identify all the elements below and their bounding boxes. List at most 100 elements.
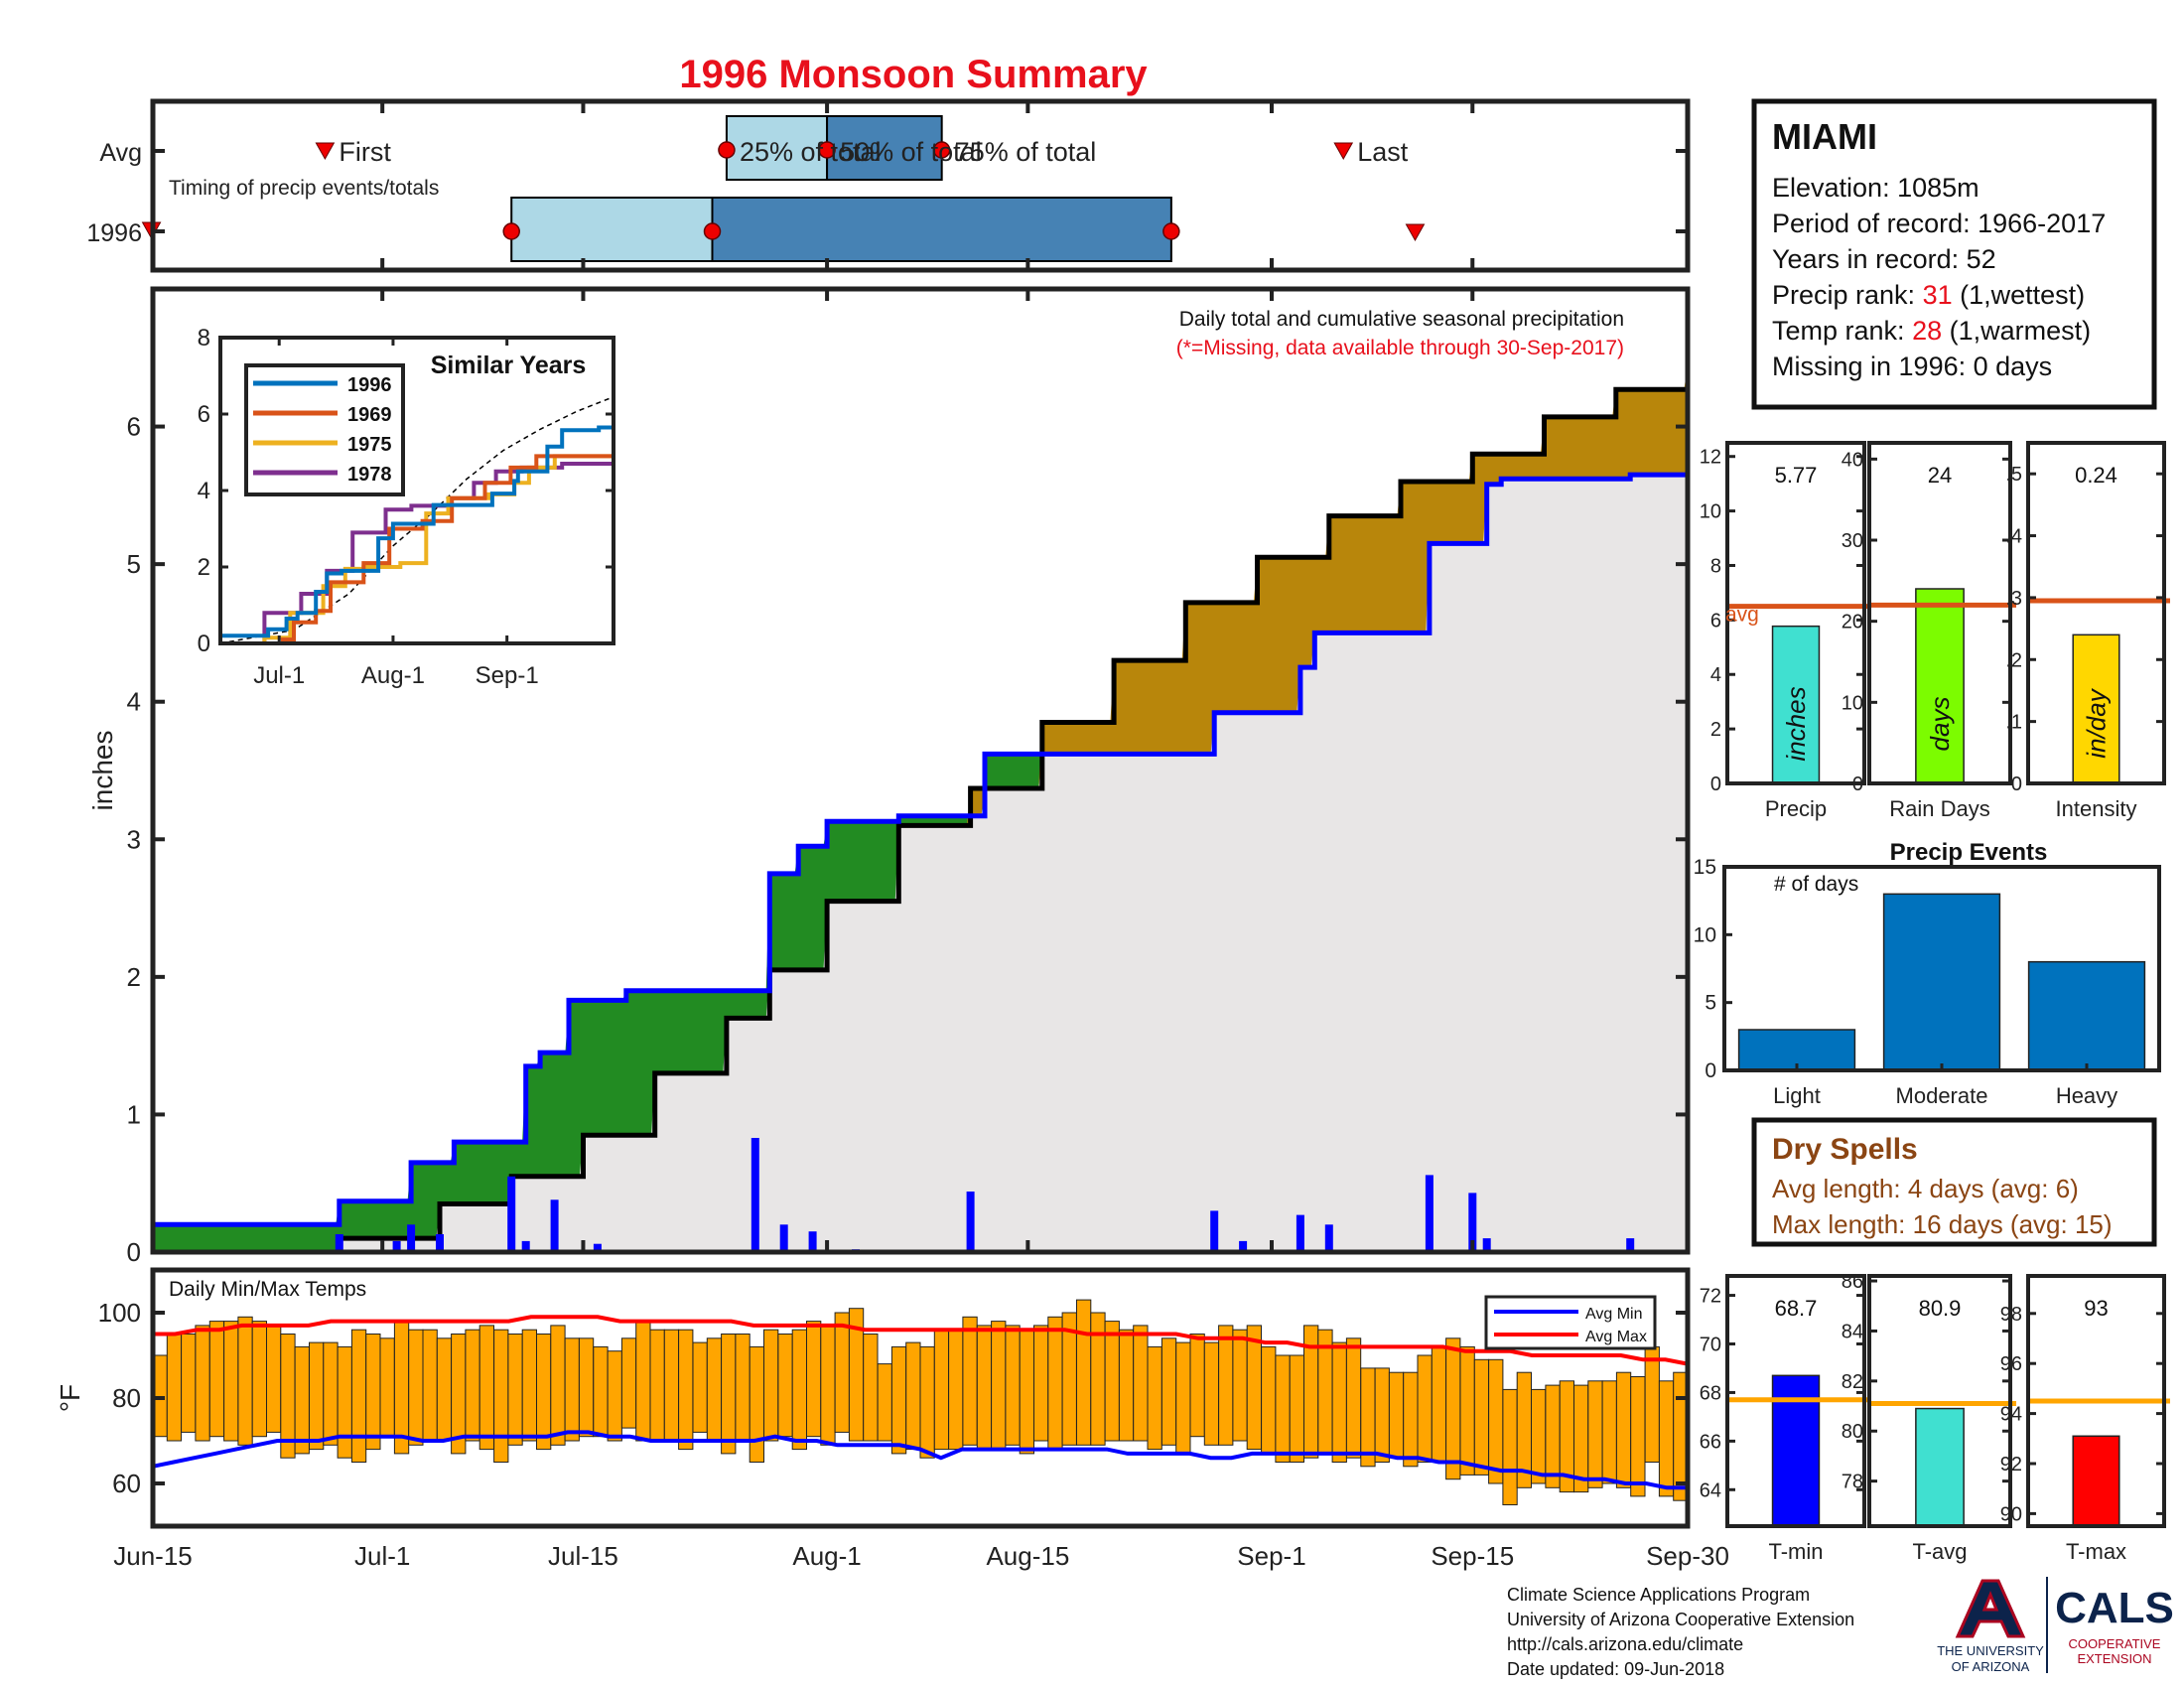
temp-range-bar	[536, 1334, 552, 1451]
timing-row-avg: Avg	[99, 139, 142, 167]
panel-y-tick-label: 82	[1842, 1371, 1863, 1393]
panel-category-label: Intensity	[2056, 796, 2137, 821]
temp-range-bar	[1261, 1345, 1277, 1455]
panel-y-tick-label: 2	[1710, 719, 1721, 741]
temp-range-bar	[649, 1329, 665, 1442]
x-tick-label: Aug-15	[986, 1541, 1069, 1571]
panel-t-min: 64 66 68 70 72 68.7 T-min	[1700, 1274, 1870, 1564]
avg-last-marker	[1333, 142, 1354, 161]
temp-range-bar	[1473, 1358, 1490, 1476]
temp-range-bar	[863, 1334, 879, 1442]
main-y-tick-label: 5	[127, 549, 141, 579]
temp-y-tick-label: 80	[112, 1383, 141, 1413]
panel-value-label: 93	[2084, 1296, 2108, 1321]
timing-first-label: First	[339, 137, 391, 167]
footer-line-3: http://cals.arizona.edu/climate	[1507, 1634, 1743, 1654]
daily-precip-bar	[392, 1240, 401, 1252]
arizona-a-logo-icon	[1955, 1579, 2026, 1638]
temp-range-bar	[1488, 1358, 1504, 1484]
temp-range-bar	[478, 1325, 495, 1451]
temp-range-bar	[350, 1329, 367, 1463]
temp-range-bar	[422, 1329, 438, 1442]
figure-title: 1996 Monsoon Summary	[679, 53, 1148, 96]
temp-range-bar	[1189, 1334, 1205, 1438]
panel-y-tick-label: 78	[1842, 1472, 1863, 1493]
panel-value-bar	[2072, 633, 2120, 784]
dry-spells-frame	[1751, 1117, 2157, 1247]
panel-bar-unit: in/day	[2082, 687, 2112, 758]
temp-range-bar	[1104, 1321, 1120, 1442]
x-tick-label: Jun-15	[113, 1541, 193, 1571]
panel-precip-total: inches 0 2 4 6 8 10 12 5.77 Precip avg	[1700, 441, 1870, 821]
temp-range-bar	[181, 1334, 197, 1433]
event-category-label: Moderate	[1896, 1083, 1988, 1108]
temp-range-bar	[1133, 1325, 1149, 1442]
temp-range-bar	[493, 1329, 509, 1463]
temp-range-bar	[1630, 1376, 1646, 1497]
temp-rank-label: Temp rank:	[1772, 316, 1912, 346]
timing-frame	[150, 98, 1691, 273]
inset-series-1996	[220, 425, 614, 638]
legend-label-1969: 1969	[347, 404, 392, 426]
main-precip-chart: 0 1 2 3 4 5 6 inches Daily total and cumulativ…	[87, 101, 1691, 1526]
inset-y-tick-label: 2	[198, 554, 210, 581]
temp-range-bar	[948, 1329, 964, 1451]
cals-wordmark: CALS	[2055, 1584, 2174, 1632]
temp-range-bar	[337, 1345, 352, 1459]
x-tick-label: Sep-1	[1237, 1541, 1305, 1571]
avg-p50-marker	[818, 141, 836, 159]
daily-precip-bar	[436, 1234, 444, 1252]
temp-range-bar	[251, 1321, 267, 1438]
temp-range-bar	[1459, 1345, 1475, 1476]
temp-range-bar	[521, 1329, 538, 1442]
x-tick-label: Jul-15	[548, 1541, 618, 1571]
shared-x-axis-labels: Jun-15 Jul-1 Jul-15 Aug-1 Aug-15 Sep-1 Sep-15 S…	[113, 1541, 1729, 1571]
daily-precip-bar	[335, 1234, 343, 1252]
station-period: Period of record: 1966-2017	[1772, 209, 2106, 238]
temp-range-bar	[507, 1334, 523, 1446]
temp-range-bar	[393, 1321, 410, 1455]
panel-y-tick-label: 96	[2000, 1353, 2022, 1375]
temp-range-bar	[266, 1325, 282, 1433]
timing-p50-label: 50% of total	[840, 137, 982, 167]
timing-p25-label: 25% of total	[740, 137, 882, 167]
temp-range-bar	[1502, 1388, 1518, 1506]
ua-name-line-1: THE UNIVERSITY	[1937, 1643, 2044, 1658]
panel-frame	[2026, 441, 2166, 785]
panel-y-tick-label: 72	[1700, 1286, 1721, 1308]
daily-precip-bar	[751, 1138, 759, 1252]
x-tick-label: Sep-30	[1646, 1541, 1729, 1571]
station-elevation: Elevation: 1085m	[1772, 173, 1979, 203]
panel-y-tick-label: 30	[1842, 530, 1863, 552]
panel-y-tick-label: .3	[2005, 588, 2022, 610]
panel-value-bar	[1771, 625, 1821, 784]
panel-y-tick-label: 0	[2011, 774, 2022, 795]
temp-range-bar	[791, 1329, 808, 1451]
main-y-tick-label: 6	[127, 412, 141, 442]
temp-range-bar	[436, 1337, 453, 1442]
temp-range-bar	[309, 1341, 325, 1451]
legend-label-avg-max: Avg Max	[1585, 1329, 1647, 1345]
daily-precip-bar	[1239, 1240, 1248, 1252]
panel-bar-unit: days	[1925, 697, 1955, 752]
station-name: MIAMI	[1772, 116, 1877, 157]
temp-y-tick-label: 100	[98, 1298, 141, 1328]
temp-range-bar	[223, 1321, 239, 1442]
station-years: Years in record: 52	[1772, 244, 1996, 274]
panel-y-tick-label: 92	[2000, 1454, 2022, 1476]
temp-range-bar	[1005, 1325, 1021, 1446]
panel-y-tick-label: 8	[1710, 555, 1721, 577]
temp-range-bar	[877, 1363, 892, 1442]
events-title: Precip Events	[1890, 839, 2048, 866]
panel-y-tick-label: 64	[1700, 1479, 1721, 1501]
panel-value-bar	[1915, 1407, 1965, 1527]
panel-value-label: 24	[1928, 463, 1952, 488]
panel-avg-label: avg	[1725, 604, 1759, 627]
panel-y-tick-label: .5	[2005, 464, 2022, 486]
temp-y-tick-label: 60	[112, 1469, 141, 1498]
temp-range-bar	[1431, 1345, 1447, 1464]
temp-range-bar	[1019, 1329, 1034, 1455]
avg-p25-marker	[718, 141, 736, 159]
timing-row-year: 1996	[86, 219, 142, 247]
main-note-1: Daily total and cumulative seasonal prec…	[1179, 308, 1624, 331]
